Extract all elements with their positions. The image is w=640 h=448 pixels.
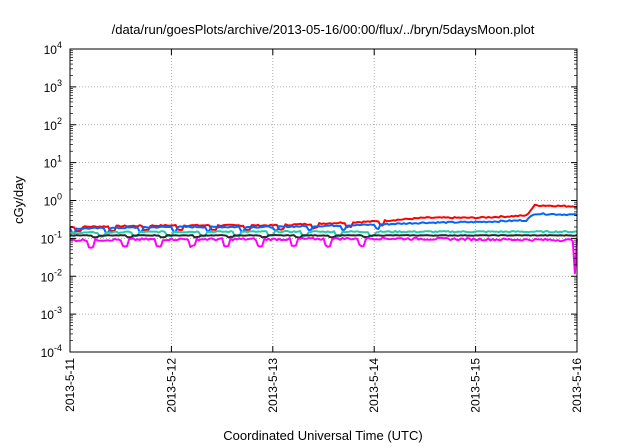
y-tick-label: 10-3 — [41, 305, 62, 322]
x-axis-label: Coordinated Universal Time (UTC) — [223, 428, 422, 443]
x-tick-label: 2013-5-12 — [164, 358, 178, 413]
series-line — [69, 236, 578, 275]
series-line — [69, 230, 578, 238]
y-tick-label: 100 — [44, 192, 62, 209]
y-tick-label: 103 — [44, 78, 62, 95]
x-tick-label: 2013-5-13 — [266, 358, 280, 413]
chart-title: /data/run/goesPlots/archive/2013-05-16/0… — [112, 22, 535, 37]
plot-frame — [69, 48, 578, 353]
y-tick-label: 10-2 — [41, 267, 62, 284]
y-tick-label: 10-4 — [41, 343, 62, 360]
y-axis-label: cGy/day — [11, 176, 26, 224]
x-tick-label: 2013-5-11 — [63, 358, 77, 412]
series-layer — [69, 203, 578, 275]
x-tick-label: 2013-5-14 — [367, 358, 381, 413]
y-tick-label: 102 — [44, 116, 62, 133]
x-tick-label: 2013-5-16 — [570, 358, 584, 413]
y-axis: 10-4 10-3 10-2 10-1 100 101 102 103 104 — [41, 40, 577, 360]
y-tick-label: 104 — [44, 40, 62, 57]
y-tick-label: 10-1 — [41, 229, 62, 246]
grid — [70, 49, 577, 352]
series-line — [69, 203, 578, 233]
y-tick-label: 101 — [44, 154, 62, 171]
x-tick-label: 2013-5-15 — [469, 358, 483, 413]
series-line — [69, 234, 578, 239]
series-line — [69, 212, 578, 235]
x-axis: 2013-5-11 2013-5-12 2013-5-13 2013-5-14 2013… — [63, 49, 584, 413]
